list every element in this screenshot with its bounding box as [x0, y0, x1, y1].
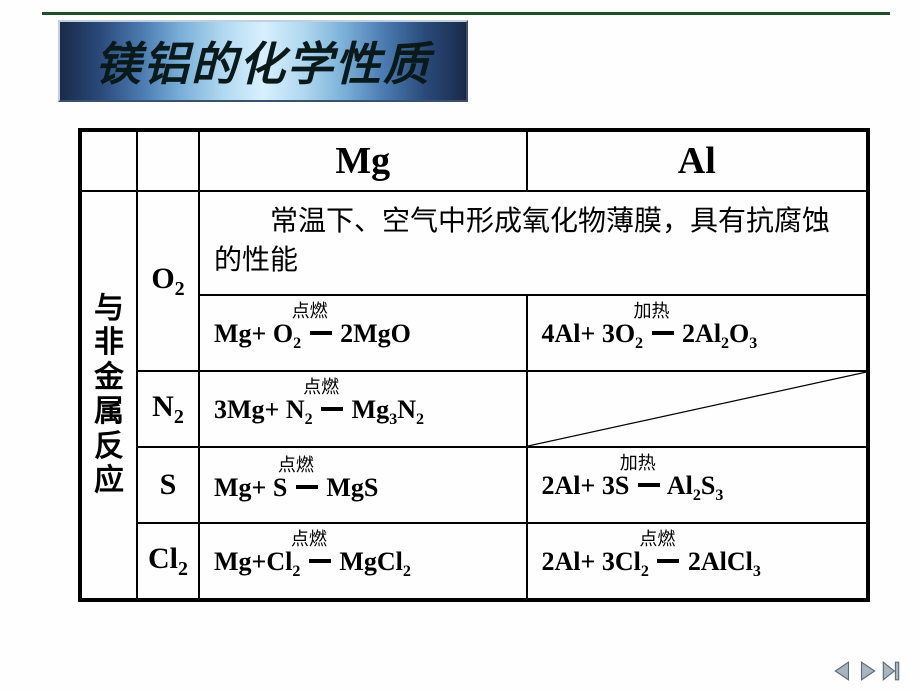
reaction-table: Mg Al 与非金属反应 O2 常温下、空气中形成氧化物薄膜，具有抗腐蚀的性能 …	[78, 128, 870, 602]
nav-next-icon[interactable]	[856, 660, 878, 682]
nav-last-icon[interactable]	[880, 660, 902, 682]
reactant-n2: N2	[137, 371, 199, 447]
eq-al-n2-empty	[527, 371, 868, 447]
table-row: Mg+ O2 点燃 2MgO 4Al+ 3O2 加热 2Al2O3	[81, 295, 867, 371]
header-empty	[81, 131, 137, 191]
header-empty	[137, 131, 199, 191]
eq-al-o2: 4Al+ 3O2 加热 2Al2O3	[527, 295, 868, 371]
page-title: 镁铝的化学性质	[95, 28, 431, 94]
reactant-cl2: Cl2	[137, 523, 199, 599]
eq-mg-s: Mg+ S 点燃 MgS	[199, 447, 527, 523]
eq-al-cl2: 2Al+ 3Cl2 点燃 2AlCl3	[527, 523, 868, 599]
o2-description: 常温下、空气中形成氧化物薄膜，具有抗腐蚀的性能	[199, 191, 867, 295]
nav-prev-icon[interactable]	[832, 660, 854, 682]
table-row: N2 3Mg+ N2 点燃 Mg3N2	[81, 371, 867, 447]
eq-mg-cl2: Mg+Cl2 点燃 MgCl2	[199, 523, 527, 599]
table-row: S Mg+ S 点燃 MgS 2Al+ 3S 加热 Al2S3	[81, 447, 867, 523]
header-al: Al	[527, 131, 868, 191]
title-box: 镁铝的化学性质	[58, 20, 468, 102]
reactant-s: S	[137, 447, 199, 523]
table-row: Cl2 Mg+Cl2 点燃 MgCl2 2Al+ 3Cl2 点燃 2AlCl3	[81, 523, 867, 599]
table-header-row: Mg Al	[81, 131, 867, 191]
eq-mg-n2: 3Mg+ N2 点燃 Mg3N2	[199, 371, 527, 447]
eq-mg-o2: Mg+ O2 点燃 2MgO	[199, 295, 527, 371]
table-row: 与非金属反应 O2 常温下、空气中形成氧化物薄膜，具有抗腐蚀的性能	[81, 191, 867, 295]
category-label: 与非金属反应	[81, 191, 137, 599]
nav-controls	[832, 660, 902, 682]
reactant-o2: O2	[137, 191, 199, 371]
header-mg: Mg	[199, 131, 527, 191]
accent-line	[42, 12, 890, 15]
eq-al-s: 2Al+ 3S 加热 Al2S3	[527, 447, 868, 523]
